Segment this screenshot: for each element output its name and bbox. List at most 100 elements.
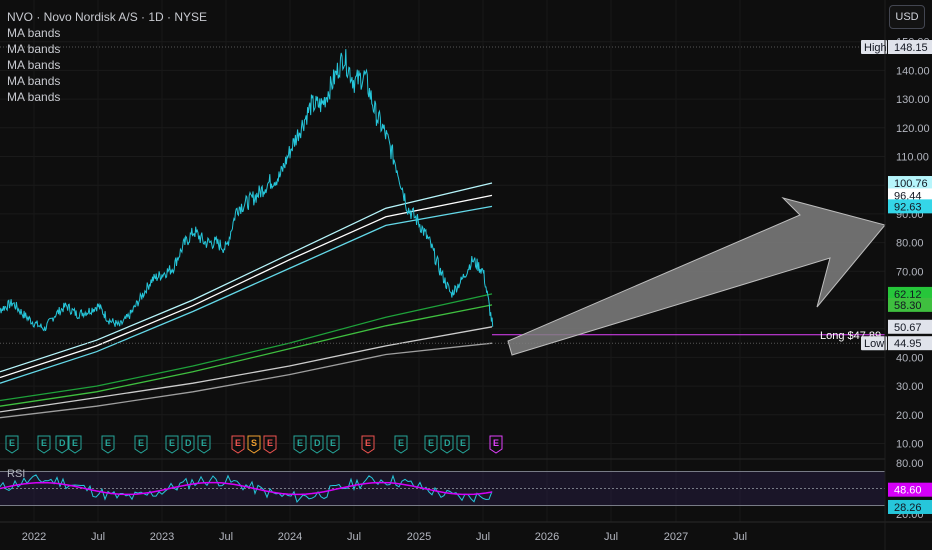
price-tick-label: 70.00 (896, 266, 924, 278)
time-tick-label: Jul (91, 531, 105, 543)
event-marker-shape (197, 435, 211, 454)
event-marker-e: E (138, 438, 144, 448)
event-marker-e: E (460, 438, 466, 448)
event-marker-e: E (493, 438, 499, 448)
event-marker-e: E (41, 438, 47, 448)
indicator-ma-bands-4[interactable]: MA bands (7, 74, 61, 88)
event-marker-d: D (314, 438, 321, 448)
event-marker-s: S (251, 438, 257, 448)
time-tick-label: Jul (347, 531, 361, 543)
price-tick-label: 10.00 (896, 439, 924, 451)
ma-band-line (0, 304, 493, 407)
event-marker-e: E (330, 438, 336, 448)
price-tag-label: High (864, 42, 887, 54)
indicator-ma-bands-1[interactable]: MA bands (7, 26, 61, 40)
event-marker-d: D (185, 438, 192, 448)
price-tick-label: 120.00 (896, 123, 930, 135)
time-tick-label: 2023 (150, 531, 174, 543)
indicator-ma-bands-3[interactable]: MA bands (7, 58, 61, 72)
time-tick-label: Jul (604, 531, 618, 543)
price-tick-label: 110.00 (896, 152, 929, 164)
event-marker-shape (134, 435, 148, 454)
rsi-tick-label: 80.00 (896, 458, 924, 470)
event-marker-d: D (59, 438, 66, 448)
price-grid (0, 41, 885, 444)
event-marker-shape (247, 435, 261, 454)
ma-band-line (0, 293, 493, 402)
price-tag-label-bg (861, 40, 887, 55)
event-marker-shape (5, 435, 19, 454)
event-marker-shape (231, 435, 245, 454)
price-tag-bg (888, 319, 932, 334)
ma-band-line (0, 194, 493, 379)
price-tag-value: 50.67 (894, 322, 922, 334)
event-marker-e: E (9, 438, 15, 448)
event-marker-shape (181, 435, 195, 454)
price-tag-value: 148.15 (894, 42, 928, 54)
event-marker-shape (55, 435, 69, 454)
time-axis: 2022 Jul 2023 Jul 2024 Jul 2025 Jul 2026 Jul 2027 J… (22, 531, 747, 543)
event-marker-shape (37, 435, 51, 454)
chart-legend: NVO · Novo Nordisk A/S · 1D · NYSE MA ba… (7, 9, 207, 105)
event-marker-shape (361, 435, 375, 454)
time-tick-label: Jul (476, 531, 490, 543)
event-marker-e: E (72, 438, 78, 448)
price-tick-label: 140.00 (896, 65, 930, 77)
symbol-title[interactable]: NVO · Novo Nordisk A/S · 1D · NYSE (7, 10, 208, 24)
forecast-arrow (507, 197, 886, 356)
price-tag-bg (888, 336, 932, 351)
event-marker-shape (424, 435, 438, 454)
rsi-line (0, 474, 493, 504)
event-marker-e: E (267, 438, 273, 448)
price-tag: 100.76 (888, 176, 932, 191)
event-marker-shape (456, 435, 470, 454)
indicator-ma-bands-2[interactable]: MA bands (7, 42, 61, 56)
price-tag-label-bg (861, 336, 887, 351)
event-marker-shape (293, 435, 307, 454)
event-marker-shape (101, 435, 115, 454)
currency-button[interactable]: USD (889, 5, 925, 29)
event-marker-shape (263, 435, 277, 454)
time-tick-label: 2027 (664, 531, 688, 543)
price-tag-value: 58.30 (894, 300, 922, 312)
event-marker-shape (489, 435, 503, 454)
price-tick-label: 20.00 (896, 410, 924, 422)
price-tick-label: 40.00 (896, 352, 924, 364)
price-tag-value: 100.76 (894, 178, 928, 190)
event-marker-e: E (365, 438, 371, 448)
rsi-tag-bg (888, 499, 932, 514)
price-tag-label: Low (864, 338, 884, 350)
price-tag-bg (888, 188, 932, 203)
rsi-tag-bg (888, 482, 932, 497)
event-marker-shape (440, 435, 454, 454)
ma-band-line (0, 182, 493, 373)
rsi-tag-value: 28.26 (894, 502, 922, 514)
price-tag-bg (888, 297, 932, 312)
event-marker-shape (310, 435, 324, 454)
event-marker-e: E (105, 438, 111, 448)
price-line (0, 49, 494, 332)
event-marker-shape (165, 435, 179, 454)
time-tick-label: 2025 (407, 531, 431, 543)
time-tick-label: 2022 (22, 531, 46, 543)
rsi-tag-value: 48.60 (894, 485, 922, 497)
price-tag-bg (888, 199, 932, 214)
time-tick-label: Jul (733, 531, 747, 543)
event-marker-shape (394, 435, 408, 454)
price-tag-bg (888, 176, 932, 191)
price-tag: Low 44.95 (861, 336, 932, 351)
indicator-ma-bands-5[interactable]: MA bands (7, 90, 61, 104)
time-tick-label: 2024 (278, 531, 302, 543)
event-marker-e: E (235, 438, 241, 448)
price-tag: 58.30 (888, 297, 932, 312)
time-tick-label: Jul (219, 531, 233, 543)
ma-band-line (0, 326, 493, 413)
ma-band-line (0, 342, 493, 419)
price-tag: 92.63 (888, 199, 932, 214)
rsi-tag: 28.26 (888, 499, 932, 514)
rsi-tag: 48.60 (888, 482, 932, 497)
price-tag: High 148.15 (861, 40, 932, 55)
